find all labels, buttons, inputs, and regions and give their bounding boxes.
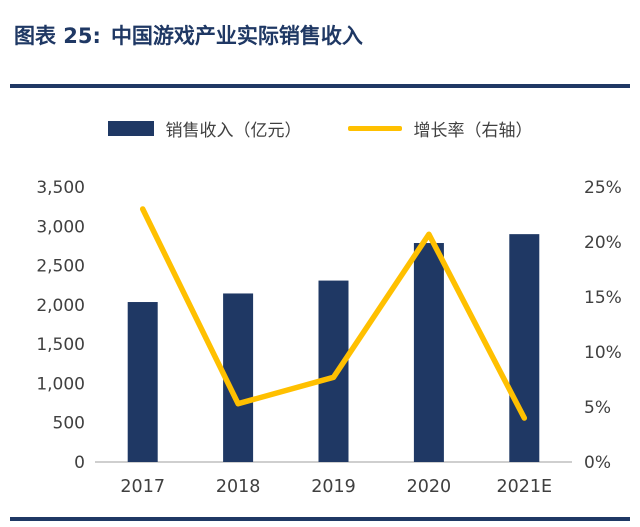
- left-axis-tick: 500: [53, 414, 85, 434]
- left-axis-tick: 2,500: [36, 257, 85, 277]
- legend-item-growth: 增长率（右轴）: [347, 116, 533, 141]
- legend-label-revenue: 销售收入（亿元）: [165, 121, 302, 141]
- bar-2021E: [509, 234, 540, 462]
- figure-number: 图表 25:: [14, 24, 101, 48]
- page-title: 中国游戏产业实际销售收入: [110, 24, 363, 48]
- line-series-swatch-icon: [347, 126, 402, 131]
- top-divider: [10, 84, 630, 88]
- chart-legend: 销售收入（亿元） 增长率（右轴）: [0, 116, 640, 141]
- right-axis-tick: 25%: [584, 178, 622, 198]
- figure-title: 图表 25: 中国游戏产业实际销售收入: [0, 0, 640, 50]
- bottom-divider: [10, 517, 630, 521]
- bar-series-swatch-icon: [107, 121, 154, 136]
- x-axis-label: 2018: [216, 477, 261, 497]
- legend-item-revenue: 销售收入（亿元）: [107, 116, 302, 141]
- left-axis-tick: 1,000: [36, 374, 85, 394]
- right-axis-tick: 5%: [584, 398, 611, 418]
- left-axis-tick: 3,000: [36, 217, 85, 237]
- bar-2020: [413, 243, 444, 462]
- left-axis-tick: 2,000: [36, 296, 85, 316]
- right-axis-tick: 0%: [584, 453, 611, 473]
- left-axis-tick: 0: [74, 453, 85, 473]
- left-axis-tick: 3,500: [36, 178, 85, 198]
- sales-revenue-growth-chart: 0 500 1,000 1,500 2,000 2,500 3,000 3,500 0% 5% 10…: [36, 178, 622, 497]
- right-axis-tick: 15%: [584, 288, 622, 308]
- x-axis-label: 2019: [311, 477, 356, 497]
- x-axis-label: 2020: [407, 477, 452, 497]
- legend-label-growth: 增长率（右轴）: [413, 121, 533, 141]
- growth-rate-line: [139, 206, 528, 421]
- right-axis-tick: 10%: [584, 343, 622, 363]
- x-axis-label: 2017: [120, 477, 165, 497]
- left-axis-tick: 1,500: [36, 335, 85, 355]
- bar-2019: [318, 280, 349, 462]
- x-axis-label: 2021E: [497, 477, 553, 497]
- right-axis-tick: 20%: [584, 233, 622, 253]
- bar-2017: [127, 302, 158, 462]
